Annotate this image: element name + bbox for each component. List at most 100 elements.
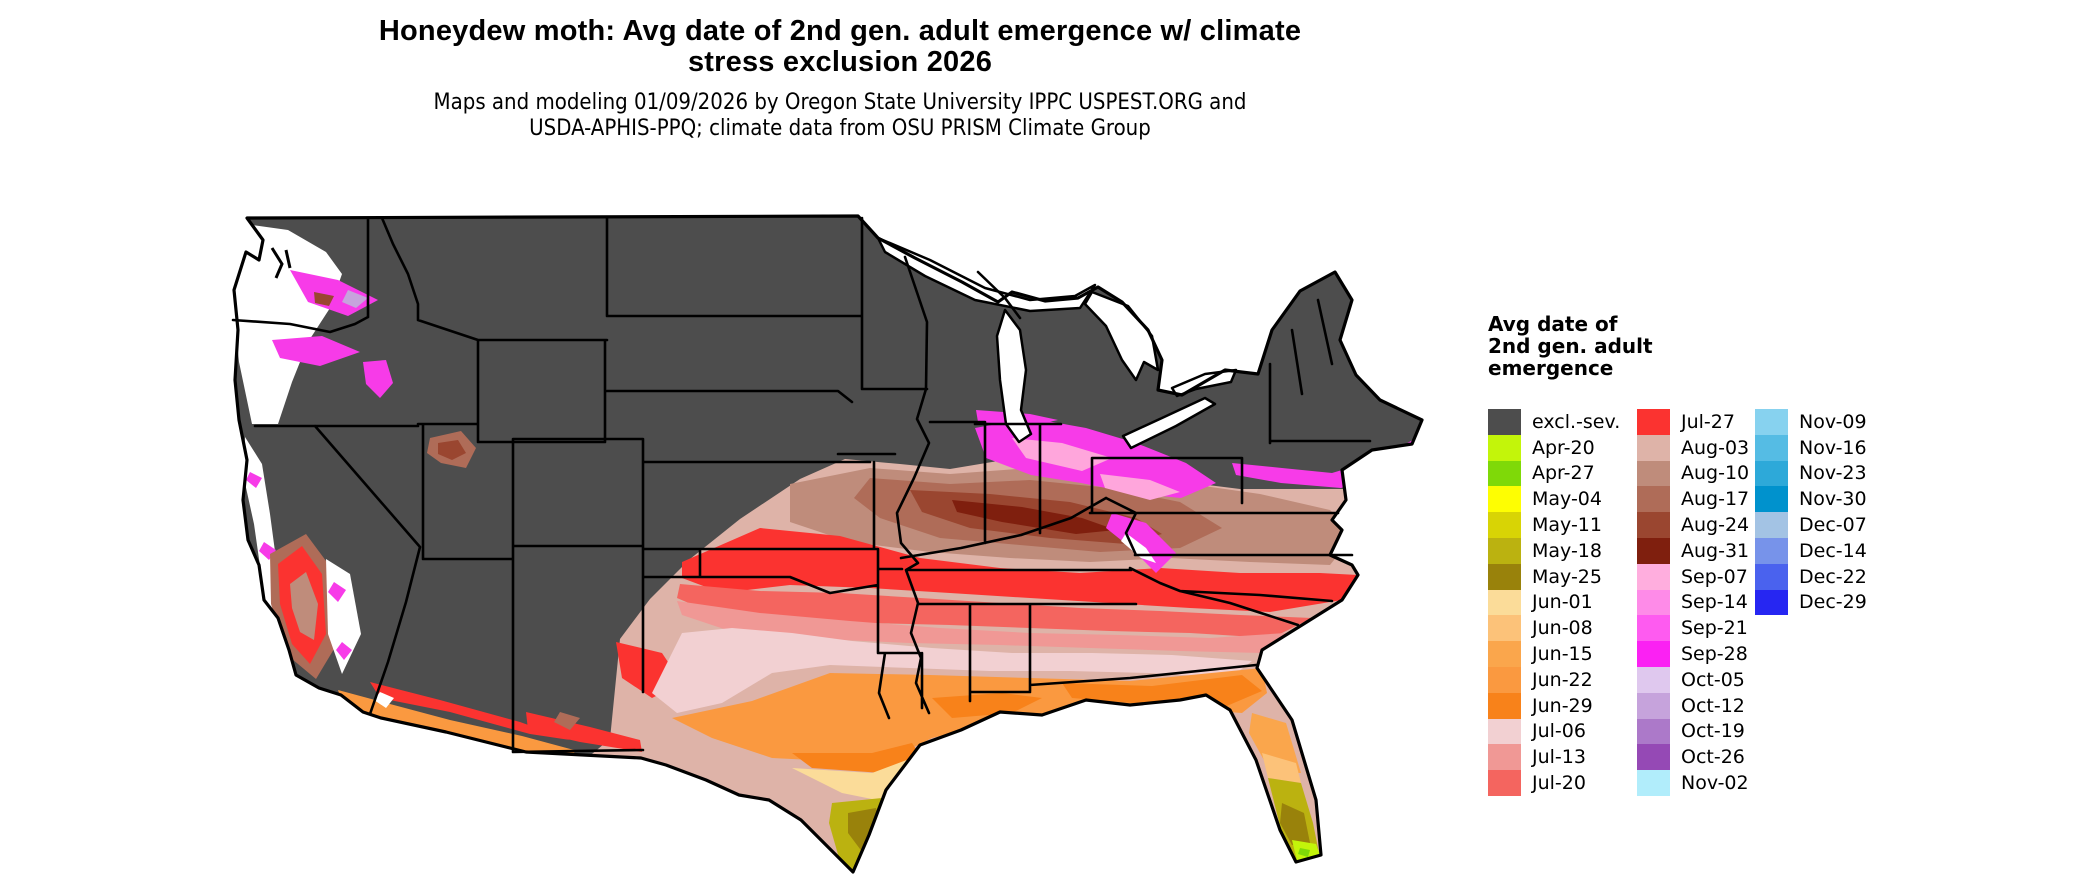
region-florida-may25 <box>1280 803 1310 845</box>
legend-entry: May-25 <box>1488 563 1620 590</box>
legend-label: May-11 <box>1532 514 1602 537</box>
legend-entry: Jun-29 <box>1488 692 1620 719</box>
legend-entry: Jul-06 <box>1488 718 1620 745</box>
legend-swatch <box>1637 641 1670 667</box>
legend-swatch <box>1488 589 1521 616</box>
region-sep-magenta-appalachia <box>1106 513 1176 573</box>
region-florida-keys-1 <box>1276 869 1286 872</box>
legend-swatch <box>1488 744 1521 771</box>
page-subtitle: Maps and modeling 01/09/2026 by Oregon S… <box>0 90 1680 142</box>
legend-entry: May-04 <box>1488 486 1620 513</box>
legend-label: Apr-20 <box>1532 436 1595 459</box>
legend-swatch <box>1488 692 1521 719</box>
legend-column-1: excl.-sev. Apr-20 Apr-27 May-04 May-11 May-18… <box>1488 409 1620 796</box>
lake-michigan <box>995 308 1033 444</box>
region-ca-valley-rosy <box>290 572 318 640</box>
legend-entry: Apr-27 <box>1488 460 1620 487</box>
legend-entry: Nov-23 <box>1755 460 1867 487</box>
legend-entry: Dec-22 <box>1755 563 1867 590</box>
legend-entry: Nov-30 <box>1755 486 1867 513</box>
region-jul20-band <box>677 584 1312 638</box>
legend-entry: excl.-sev. <box>1488 409 1620 435</box>
legend-label: Aug-24 <box>1681 514 1750 537</box>
region-stexas-may25 <box>848 808 881 853</box>
legend-entry: Sep-21 <box>1637 615 1749 642</box>
region-wa-lavender-spot <box>342 290 368 308</box>
legend-label: Aug-17 <box>1681 488 1750 511</box>
legend-label: Jul-20 <box>1532 772 1586 795</box>
legend-title-line-2: 2nd gen. adult <box>1488 334 1653 358</box>
legend-swatch <box>1488 486 1521 513</box>
great-lakes <box>876 236 1238 450</box>
legend-entry: Nov-02 <box>1637 770 1749 796</box>
legend-entry: Jul-20 <box>1488 770 1620 796</box>
region-sierra-magenta-2 <box>336 642 352 660</box>
legend-entry: Dec-29 <box>1755 589 1867 616</box>
legend-label: Dec-22 <box>1799 565 1867 588</box>
legend-label: Oct-19 <box>1681 720 1745 743</box>
legend-entry: Sep-14 <box>1637 589 1749 616</box>
legend-entry: May-18 <box>1488 537 1620 564</box>
title-line-1: Honeydew moth: Avg date of 2nd gen. adul… <box>378 15 1302 47</box>
region-jul06-band <box>652 628 1252 713</box>
region-socal-white-patch <box>374 692 394 708</box>
legend-label: May-18 <box>1532 539 1602 562</box>
legend-label: Jul-13 <box>1532 746 1586 769</box>
legend-swatch <box>1637 409 1670 435</box>
legend-entry: Jul-27 <box>1637 409 1749 435</box>
map-legend: Avg date of 2nd gen. adult emergence exc… <box>1488 313 2048 796</box>
legend-swatch <box>1755 460 1788 487</box>
page-title: Honeydew moth: Avg date of 2nd gen. adul… <box>0 16 1680 78</box>
legend-entry: Dec-14 <box>1755 537 1867 564</box>
legend-swatch <box>1637 744 1670 771</box>
legend-entry: Jun-15 <box>1488 641 1620 667</box>
region-az-brown-patch <box>554 712 580 730</box>
legend-swatch <box>1637 537 1670 564</box>
legend-entry: Nov-09 <box>1755 409 1867 435</box>
legend-swatch <box>1488 615 1521 642</box>
conus-map <box>230 212 1435 892</box>
region-florida-jun15 <box>1249 713 1301 773</box>
legend-swatch <box>1637 486 1670 513</box>
legend-label: Aug-31 <box>1681 539 1750 562</box>
region-wa-magenta-2 <box>272 336 360 366</box>
legend-label: Oct-26 <box>1681 746 1745 769</box>
legend-swatch <box>1755 434 1788 461</box>
legend-label: Jun-01 <box>1532 591 1593 614</box>
legend-entry: Aug-03 <box>1637 434 1750 461</box>
legend-swatch <box>1488 563 1521 590</box>
legend-title: Avg date of 2nd gen. adult emergence <box>1488 313 2048 379</box>
legend-swatch <box>1488 666 1521 693</box>
region-aug31-core <box>952 500 1116 534</box>
subtitle-line-2: USDA-APHIS-PPQ; climate data from OSU PR… <box>529 116 1151 141</box>
region-sierra-magenta-1 <box>328 582 346 602</box>
legend-column-3: Nov-09 Nov-16 Nov-23 Nov-30 Dec-07 Dec-14 Dec-… <box>1755 409 1867 616</box>
legend-label: Aug-10 <box>1681 462 1750 485</box>
legend-entry: Jun-08 <box>1488 615 1620 642</box>
region-utah-brown-core <box>438 440 466 460</box>
legend-label: Oct-12 <box>1681 694 1745 717</box>
us-map-svg <box>231 214 1424 874</box>
subtitle-line-1: Maps and modeling 01/09/2026 by Oregon S… <box>433 90 1247 115</box>
region-sep-pink-pennsylvania <box>1100 474 1180 500</box>
legend-column-2: Jul-27 Aug-03 Aug-10 Aug-17 Aug-24 Aug-31 Sep-… <box>1637 409 1749 796</box>
legend-label: Oct-05 <box>1681 668 1745 691</box>
legend-label: Aug-03 <box>1681 436 1750 459</box>
legend-title-line-3: emergence <box>1488 356 1614 380</box>
legend-label: excl.-sev. <box>1532 410 1621 433</box>
legend-label: Dec-29 <box>1799 591 1867 614</box>
legend-entry: Jul-13 <box>1488 744 1620 771</box>
legend-entry: Oct-12 <box>1637 692 1749 719</box>
legend-entry: Aug-10 <box>1637 460 1750 487</box>
legend-swatch <box>1488 434 1521 461</box>
title-line-2: stress exclusion 2026 <box>687 46 993 78</box>
legend-entry: May-11 <box>1488 512 1620 538</box>
legend-label: May-25 <box>1532 565 1602 588</box>
legend-entry: Apr-20 <box>1488 434 1620 461</box>
legend-label: Nov-30 <box>1799 488 1867 511</box>
legend-entry: Aug-31 <box>1637 537 1750 564</box>
legend-label: Nov-16 <box>1799 436 1867 459</box>
legend-label: Jun-08 <box>1532 617 1593 640</box>
legend-label: May-04 <box>1532 488 1602 511</box>
legend-entry: Sep-07 <box>1637 563 1749 590</box>
